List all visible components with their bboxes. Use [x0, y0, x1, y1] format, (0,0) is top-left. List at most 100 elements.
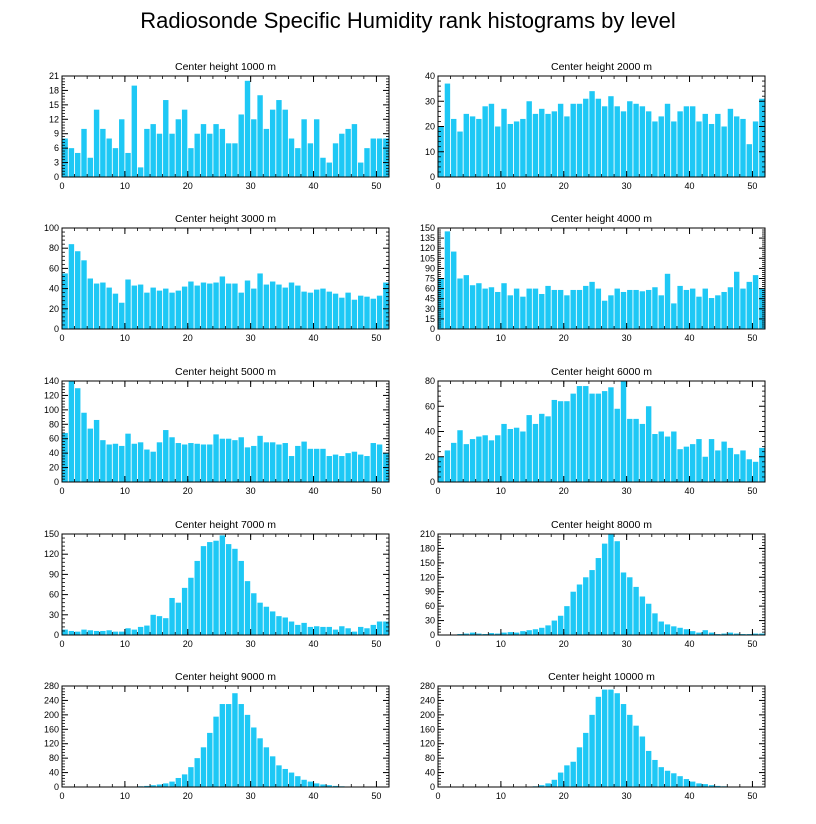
panel-4-bar: [727, 287, 734, 329]
panel-2-ytick-label: 20: [425, 122, 435, 132]
panel-8-bar: [683, 629, 690, 635]
panel-4-ytick-label: 150: [420, 223, 435, 233]
panel-4-bar: [696, 296, 702, 329]
panel-7-bar: [156, 616, 163, 635]
panel-3-bar: [75, 251, 81, 329]
panel-7-xtick-label: 30: [246, 639, 256, 649]
panel-5-bar: [351, 451, 358, 482]
panel-7-ytick-label: 60: [49, 590, 59, 600]
panel-1-bar: [238, 114, 244, 177]
panel-6-xtick-label: 20: [559, 486, 569, 496]
panel-6-bar: [752, 461, 759, 482]
panel-1-ytick-label: 9: [54, 129, 59, 139]
panel-6-bar: [683, 446, 690, 482]
panel-9-bar: [200, 747, 207, 787]
panel-8-ytick-label: 60: [425, 601, 435, 611]
panel-6-bar: [664, 436, 671, 482]
panel-8-title: Center height 8000 m: [551, 519, 652, 531]
panel-2-bar: [639, 106, 646, 177]
panel-8-bar: [639, 596, 646, 635]
panel-5-bar: [163, 430, 169, 482]
panel-8-xtick-label: 50: [747, 639, 757, 649]
panel-5-bar: [207, 444, 213, 482]
panel-4-xtick-label: 40: [685, 333, 695, 343]
panel-7-bar: [345, 628, 351, 635]
panel-1-bar: [326, 162, 332, 177]
panel-8-xtick-label: 10: [496, 639, 506, 649]
panel-7-bar: [370, 624, 376, 635]
panel-10-ytick-label: 120: [420, 739, 435, 749]
panel-6-bar: [639, 423, 646, 482]
panel-8-bar: [488, 633, 495, 635]
panel-8-bar: [520, 631, 526, 635]
panel-7-bar: [137, 626, 144, 635]
panel-3-bar: [150, 287, 156, 329]
panel-9-bar: [213, 716, 219, 787]
panel-3-bar: [188, 281, 194, 329]
panel-8-bar: [652, 613, 658, 635]
panel-9-bar: [225, 704, 232, 787]
panel-3-bar: [131, 285, 138, 329]
panel-8-bar: [664, 624, 671, 635]
panel-5-bar: [339, 456, 345, 482]
panel-3-bar: [144, 292, 150, 329]
panel-2-bar: [444, 83, 451, 177]
panel-8-bar: [526, 630, 532, 635]
panel-9-bar: [156, 784, 163, 787]
panel-10-bar: [627, 714, 633, 787]
panel-8-bar: [576, 584, 583, 635]
panel-1-bar: [307, 143, 314, 177]
panel-4-bar: [658, 295, 664, 329]
panel-10-ytick-label: 160: [420, 724, 435, 734]
panel-7-bar: [181, 587, 188, 635]
panel-10-ytick-label: 40: [425, 768, 435, 778]
panel-5-bar: [313, 448, 320, 482]
panel-10-bar: [677, 776, 683, 787]
panel-1-bar: [200, 124, 207, 177]
panel-4-bar: [671, 303, 677, 329]
panel-9-bar: [232, 693, 238, 787]
panel-7-bar: [119, 631, 125, 635]
panel-3-bar: [238, 292, 244, 329]
panel-6-bar: [620, 381, 627, 482]
panel-10-ytick-label: 280: [420, 681, 435, 691]
panel-1-bar: [156, 133, 163, 177]
panel-6-bar: [557, 401, 564, 482]
panel-10-bar: [715, 785, 721, 787]
panel-9-bar: [332, 785, 339, 787]
panel-5-bar: [175, 443, 182, 482]
panel-1-bar: [125, 152, 131, 177]
panel-1-bar: [163, 100, 169, 177]
panel-4-bar: [469, 285, 476, 329]
panel-4-bar: [652, 287, 658, 329]
panel-2-bar: [721, 126, 727, 177]
panel-8-bar: [501, 632, 507, 635]
panel-4-bar: [746, 281, 752, 329]
panel-6-bar: [545, 416, 551, 482]
panel-2-bar: [696, 121, 702, 177]
panel-2-bar: [469, 116, 476, 177]
panel-8-ytick-label: 90: [425, 587, 435, 597]
panel-6-bar: [734, 454, 740, 482]
panel-5-bar: [75, 388, 81, 482]
panel-3-bar: [169, 292, 175, 329]
panel-5-bar: [87, 428, 93, 482]
panel-6-bar: [469, 439, 476, 482]
panel-8-bar: [633, 586, 639, 635]
panel-8-bar: [507, 632, 514, 635]
panel-9-bar: [269, 756, 276, 787]
panel-1-bar: [269, 109, 276, 177]
panel-5-bar: [301, 441, 307, 482]
panel-8-bar: [702, 630, 708, 635]
panel-3-bar: [68, 244, 75, 329]
panel-4-bar: [627, 289, 633, 329]
panel-5-bar: [100, 440, 106, 482]
panel-5-bar: [181, 444, 188, 482]
panel-3-bar: [200, 282, 207, 329]
panel-5-bar: [358, 454, 364, 482]
panel-7-bar: [131, 629, 138, 635]
panel-3-bar: [81, 260, 87, 329]
panel-2-bar: [501, 108, 507, 177]
panel-4-xtick-label: 10: [496, 333, 506, 343]
panel-9-xtick-label: 50: [371, 791, 381, 801]
